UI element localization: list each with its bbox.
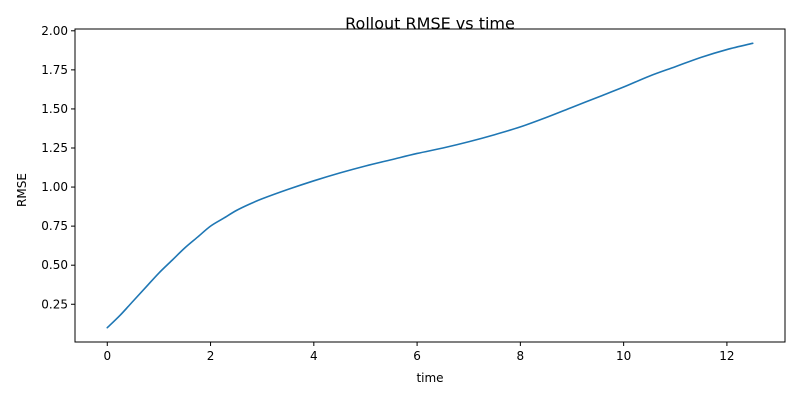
y-tick-label: 1.25 bbox=[41, 141, 68, 155]
x-tick-label: 2 bbox=[207, 349, 215, 363]
y-tick-label: 1.50 bbox=[41, 102, 68, 116]
y-tick-label: 0.25 bbox=[41, 297, 68, 311]
axes-frame bbox=[74, 28, 786, 343]
x-axis-label: time bbox=[416, 371, 443, 385]
y-tick-label: 1.75 bbox=[41, 63, 68, 77]
x-axis-ticks: 0 2 4 6 8 10 12 bbox=[103, 342, 735, 363]
x-tick-label: 4 bbox=[310, 349, 318, 363]
y-tick-label: 2.00 bbox=[41, 24, 68, 38]
y-tick-label: 0.75 bbox=[41, 219, 68, 233]
x-tick-label: 0 bbox=[103, 349, 111, 363]
rmse-series-line bbox=[106, 42, 754, 329]
y-tick-label: 0.50 bbox=[41, 258, 68, 272]
x-tick-label: 12 bbox=[719, 349, 734, 363]
y-axis-ticks: 0.25 0.50 0.75 1.00 1.25 1.50 1.75 2.00 bbox=[41, 24, 75, 311]
plot-area bbox=[106, 42, 754, 329]
x-tick-label: 8 bbox=[517, 349, 525, 363]
x-tick-label: 10 bbox=[616, 349, 631, 363]
y-tick-label: 1.00 bbox=[41, 180, 68, 194]
y-axis-label: RMSE bbox=[15, 173, 29, 207]
x-tick-label: 6 bbox=[413, 349, 421, 363]
chart-title: Rollout RMSE vs time bbox=[345, 14, 515, 33]
